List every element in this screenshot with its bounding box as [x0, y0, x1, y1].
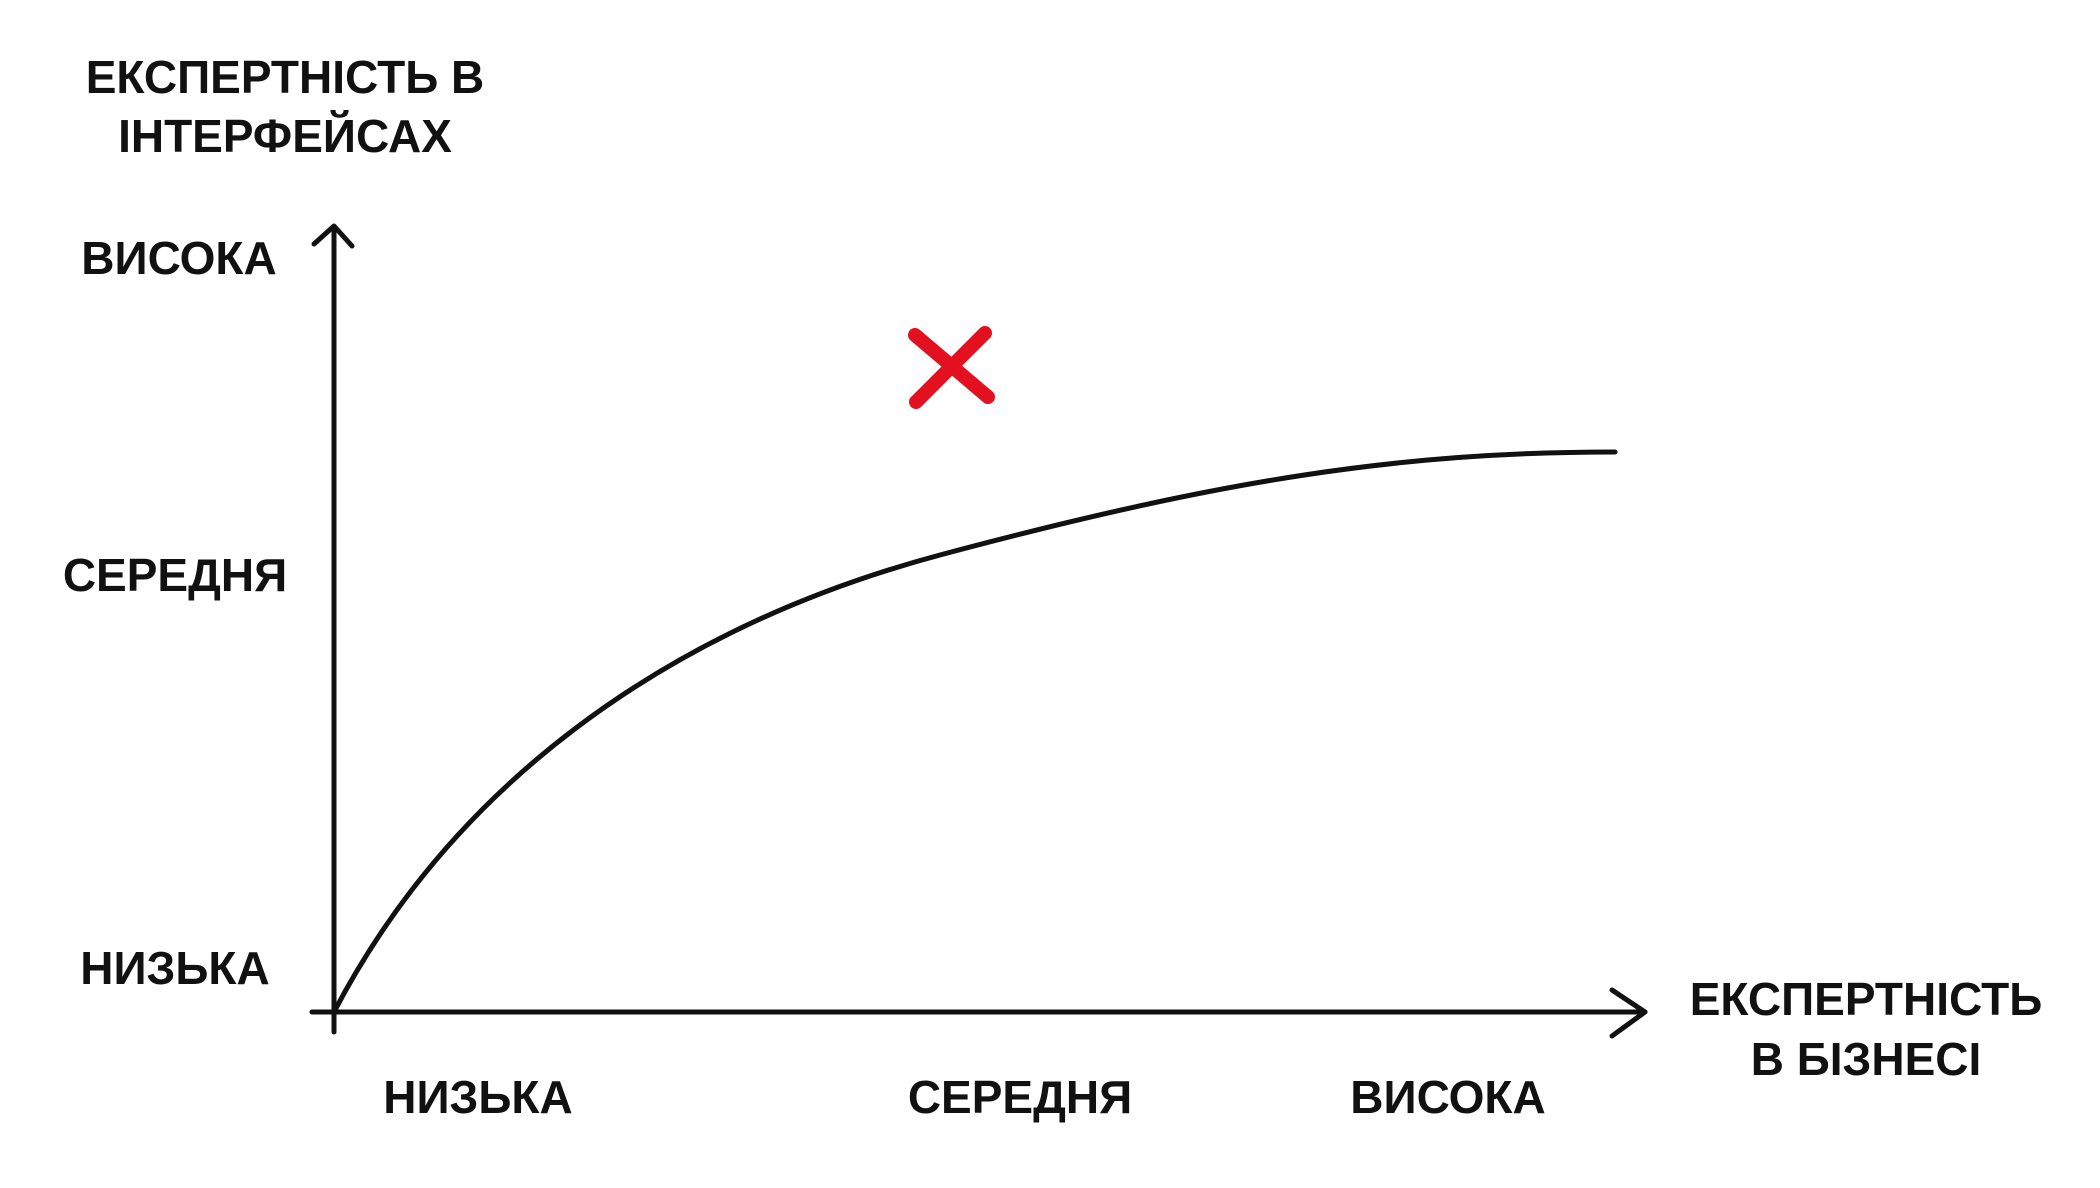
y-axis-title: ІНТЕРФЕЙСАХ [118, 110, 452, 162]
x-label: СЕРЕДНЯ [908, 1071, 1132, 1123]
x-axis-title: ЕКСПЕРТНІСТЬ [1690, 973, 2043, 1025]
cross-stroke [909, 326, 992, 409]
y-label: СЕРЕДНЯ [63, 549, 287, 601]
curve [331, 449, 1618, 1015]
axes [309, 223, 1648, 1039]
cross-mark [908, 326, 995, 409]
y-axis-title: ЕКСПЕРТНІСТЬ В [86, 51, 485, 103]
y-label: НИЗЬКА [80, 942, 269, 994]
y-label: ВИСОКА [81, 232, 276, 284]
y-arrow [311, 223, 355, 249]
x-label: НИЗЬКА [383, 1071, 572, 1123]
x-label: ВИСОКА [1350, 1071, 1545, 1123]
x-axis-title: В БІЗНЕСІ [1751, 1033, 1982, 1085]
x-arrow [1609, 987, 1648, 1039]
